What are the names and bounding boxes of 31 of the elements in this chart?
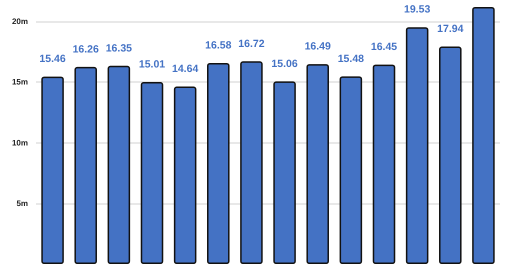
y-tick-label: 5m [16, 198, 28, 208]
bar [340, 76, 362, 264]
data-label: 19.53 [404, 4, 430, 16]
bar [207, 63, 230, 264]
bar [372, 64, 396, 264]
bar [240, 61, 263, 264]
bar [140, 82, 164, 264]
bar [174, 86, 196, 264]
data-label: 15.48 [338, 52, 364, 65]
bar [74, 66, 97, 264]
data-label: 15.01 [138, 58, 166, 71]
data-label: 17.94 [437, 23, 464, 36]
bar [41, 76, 64, 264]
data-label: 16.35 [106, 42, 132, 54]
bar [406, 27, 428, 264]
data-label: 15.06 [271, 58, 298, 70]
bar [273, 81, 296, 264]
bar [306, 64, 329, 264]
bar [472, 7, 495, 264]
y-tick-label: 10m [12, 138, 28, 148]
bar [439, 46, 462, 264]
data-label: 15.46 [39, 53, 66, 66]
y-tick-label: 15m [12, 78, 28, 87]
data-label: 16.45 [370, 41, 398, 54]
data-label: 16.72 [238, 38, 265, 50]
data-label: 14.64 [172, 63, 198, 76]
y-tick-label: 20m [12, 17, 28, 26]
bar [108, 66, 130, 264]
data-label: 16.58 [205, 40, 232, 52]
data-label: 16.26 [72, 43, 100, 56]
data-label: 16.49 [304, 40, 332, 53]
